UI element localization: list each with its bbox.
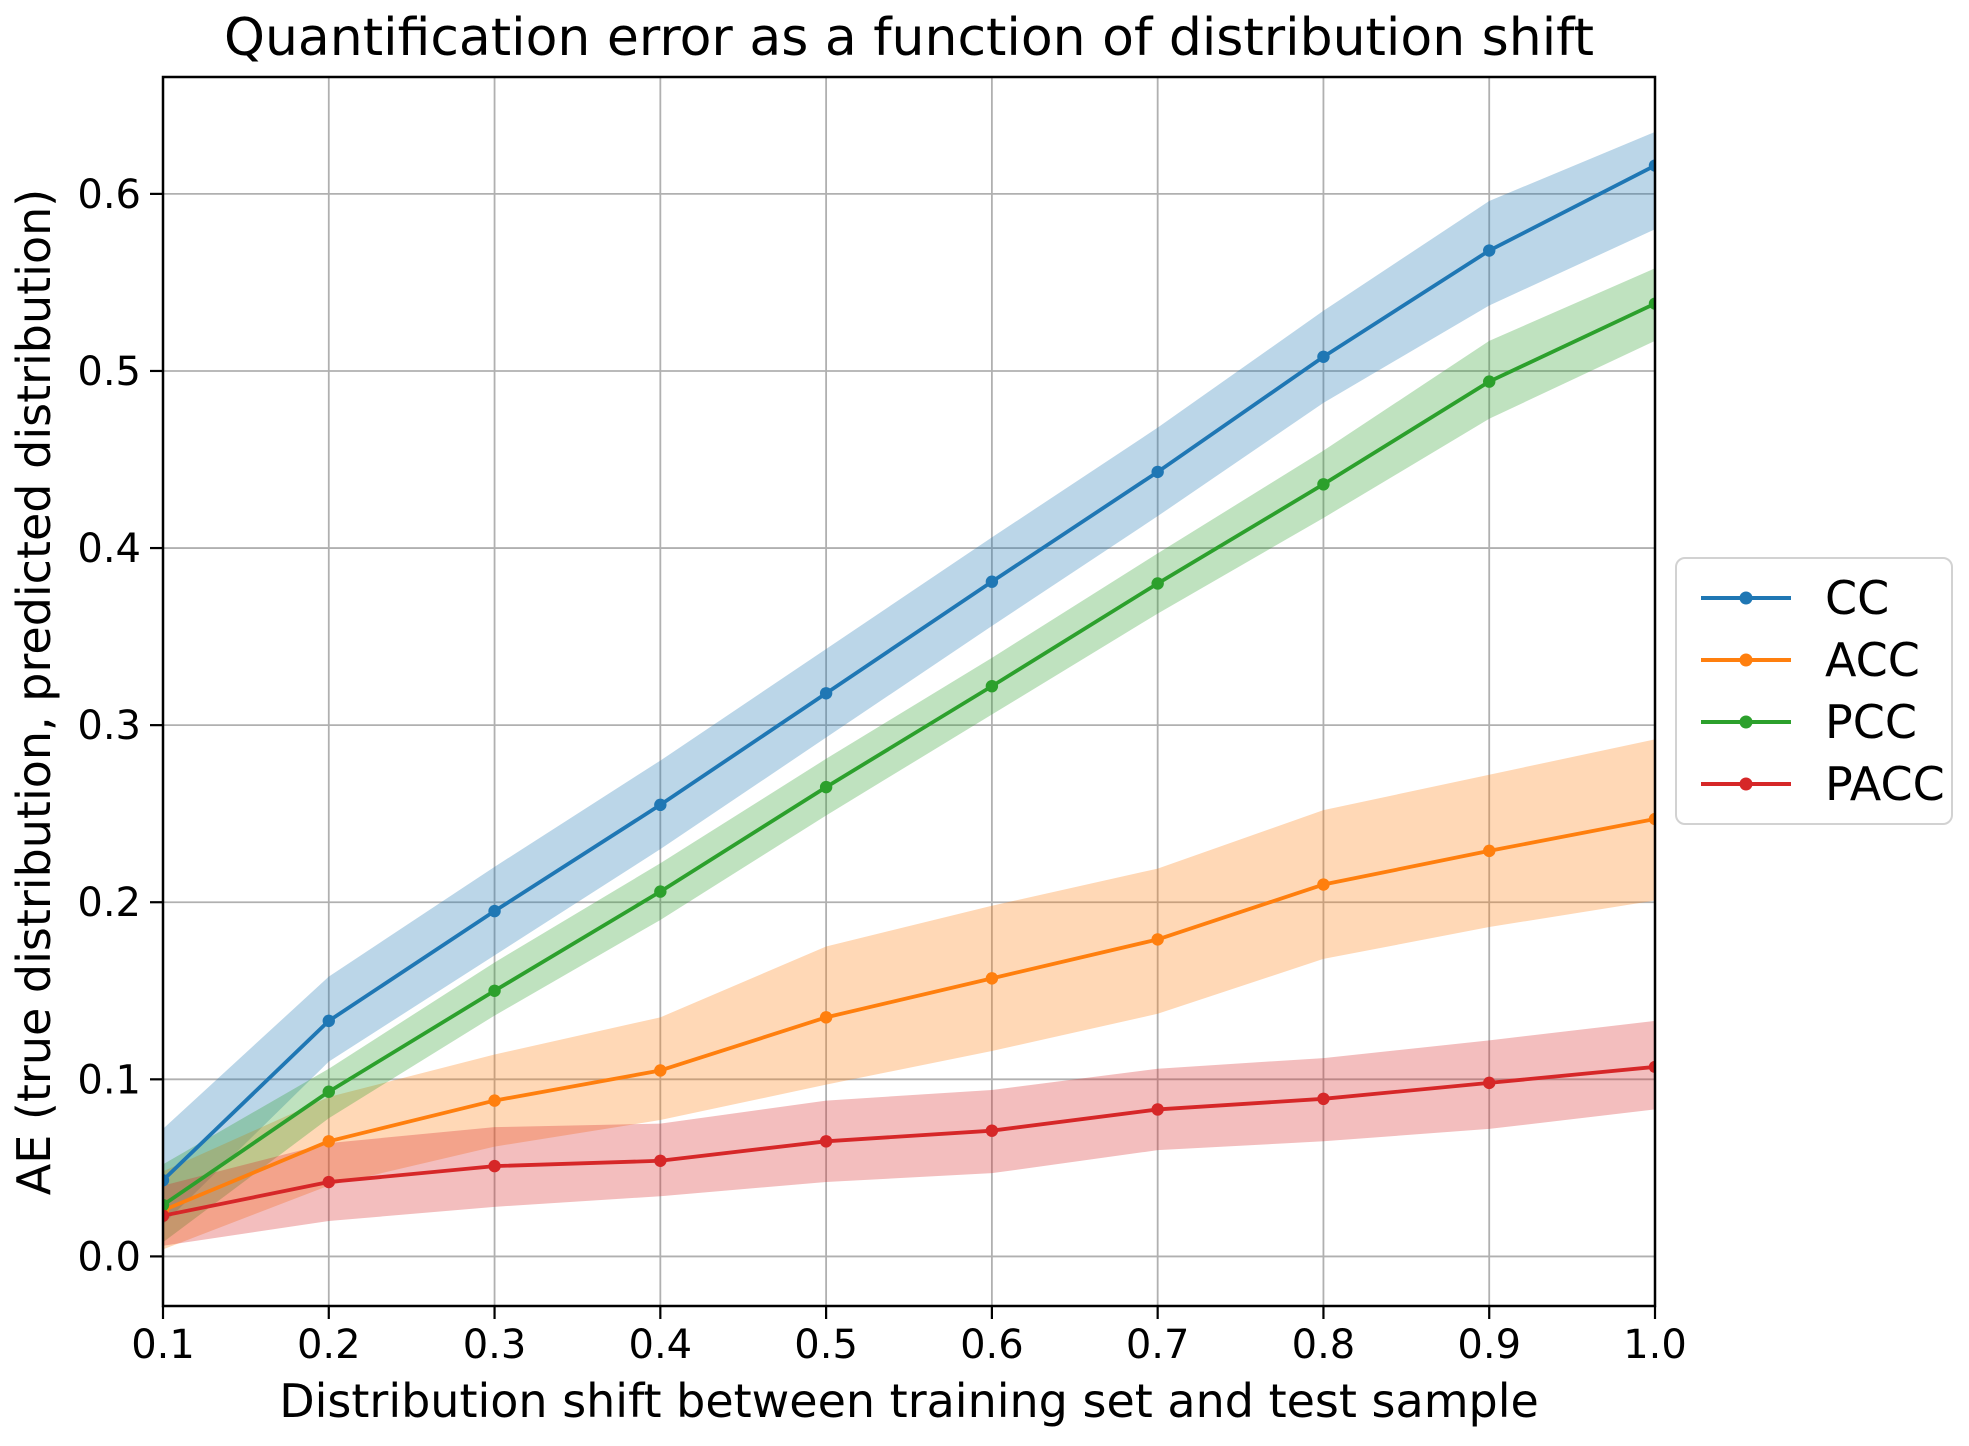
marker-pacc-0.2 xyxy=(322,1175,335,1189)
marker-cc-0.9 xyxy=(1483,244,1496,257)
y-tick-label-0.3: 0.3 xyxy=(77,703,141,749)
line-acc xyxy=(163,817,1655,1213)
marker-acc-0.8 xyxy=(1317,878,1330,891)
marker-cc-0.3 xyxy=(488,904,501,918)
legend-label-cc: CC xyxy=(1825,571,1890,625)
legend-item-pacc: PACC xyxy=(1699,761,1951,807)
marker-acc-0.6 xyxy=(985,972,999,985)
legend: CC ACC PCC PACC xyxy=(1675,557,1953,825)
legend-line-sample-cc xyxy=(1701,591,1791,605)
marker-cc-0.1 xyxy=(163,1174,170,1187)
marker-acc-0.2 xyxy=(322,1135,335,1148)
marker-pacc-0.3 xyxy=(488,1159,501,1173)
marker-pacc-0.5 xyxy=(819,1135,833,1148)
x-tick-label-0.6: 0.6 xyxy=(960,1322,1024,1368)
x-tick-label-0.2: 0.2 xyxy=(297,1322,361,1368)
marker-pcc-0.3 xyxy=(488,984,501,997)
band-acc xyxy=(163,739,1655,1250)
band-pcc xyxy=(163,268,1655,1243)
marker-pcc-0.6 xyxy=(985,679,999,693)
x-axis-label: Distribution shift between training set … xyxy=(279,1374,1539,1428)
x-tick-label-0.3: 0.3 xyxy=(463,1322,527,1368)
marker-cc-0.7 xyxy=(1151,465,1164,479)
marker-pacc-0.9 xyxy=(1483,1076,1496,1090)
marker-acc-0.4 xyxy=(654,1064,667,1077)
marker-cc-0.6 xyxy=(985,575,999,588)
x-tick-label-0.7: 0.7 xyxy=(1126,1322,1190,1368)
marker-cc-1.0 xyxy=(1648,159,1655,172)
marker-acc-0.9 xyxy=(1483,844,1496,858)
legend-item-acc: ACC xyxy=(1699,637,1951,683)
marker-cc-0.4 xyxy=(654,798,667,812)
line-cc xyxy=(163,163,1655,1182)
y-tick-label-0.0: 0.0 xyxy=(77,1234,141,1280)
marker-cc-0.5 xyxy=(819,687,833,700)
marker-acc-1.0 xyxy=(1648,812,1655,826)
marker-pcc-0.9 xyxy=(1483,375,1496,388)
marker-pacc-0.4 xyxy=(654,1154,667,1167)
chart-title: Quantification error as a function of di… xyxy=(224,8,1594,68)
line-pacc xyxy=(163,1065,1655,1218)
marker-acc-0.3 xyxy=(488,1094,501,1107)
legend-label-acc: ACC xyxy=(1825,633,1920,687)
marker-pacc-1.0 xyxy=(1648,1060,1655,1074)
x-tick-label-1.0: 1.0 xyxy=(1623,1322,1687,1368)
marker-acc-0.5 xyxy=(819,1011,833,1024)
x-tick-label-0.8: 0.8 xyxy=(1292,1322,1356,1368)
marker-pcc-0.8 xyxy=(1317,478,1330,491)
y-tick-label-0.1: 0.1 xyxy=(77,1057,141,1103)
marker-pcc-1.0 xyxy=(1648,297,1655,310)
x-tick-label-0.4: 0.4 xyxy=(629,1322,693,1368)
legend-label-pcc: PCC xyxy=(1825,695,1917,749)
marker-pcc-0.7 xyxy=(1151,577,1164,590)
legend-line-sample-pcc xyxy=(1701,715,1791,729)
marker-cc-0.2 xyxy=(322,1014,335,1028)
legend-line-sample-acc xyxy=(1701,653,1791,667)
y-tick-label-0.6: 0.6 xyxy=(77,172,141,218)
band-pacc xyxy=(163,1020,1655,1246)
legend-line-sample-pacc xyxy=(1701,777,1791,791)
marker-pcc-0.1 xyxy=(163,1198,170,1212)
marker-pacc-0.7 xyxy=(1151,1103,1164,1116)
x-tick-label-0.1: 0.1 xyxy=(131,1322,195,1368)
marker-pacc-0.6 xyxy=(985,1124,999,1137)
legend-item-pcc: PCC xyxy=(1699,699,1951,745)
x-tick-label-0.5: 0.5 xyxy=(794,1322,858,1368)
band-cc xyxy=(163,131,1655,1225)
marker-pcc-0.2 xyxy=(322,1085,335,1098)
legend-item-cc: CC xyxy=(1699,575,1951,621)
x-tick-label-0.9: 0.9 xyxy=(1457,1322,1521,1368)
line-pcc xyxy=(163,301,1655,1207)
marker-pacc-0.8 xyxy=(1317,1092,1330,1106)
marker-pcc-0.4 xyxy=(654,885,667,898)
marker-pcc-0.5 xyxy=(819,780,833,794)
marker-cc-0.8 xyxy=(1317,350,1330,364)
marker-pacc-0.1 xyxy=(163,1209,170,1222)
y-tick-label-0.5: 0.5 xyxy=(77,349,141,395)
legend-label-pacc: PACC xyxy=(1825,757,1945,811)
y-axis-label: AE (true distribution, predicted distrib… xyxy=(7,188,61,1196)
axes-frame xyxy=(161,75,1657,1308)
y-tick-label-0.2: 0.2 xyxy=(77,880,141,926)
marker-acc-0.7 xyxy=(1151,933,1164,946)
y-tick-label-0.4: 0.4 xyxy=(77,526,141,572)
